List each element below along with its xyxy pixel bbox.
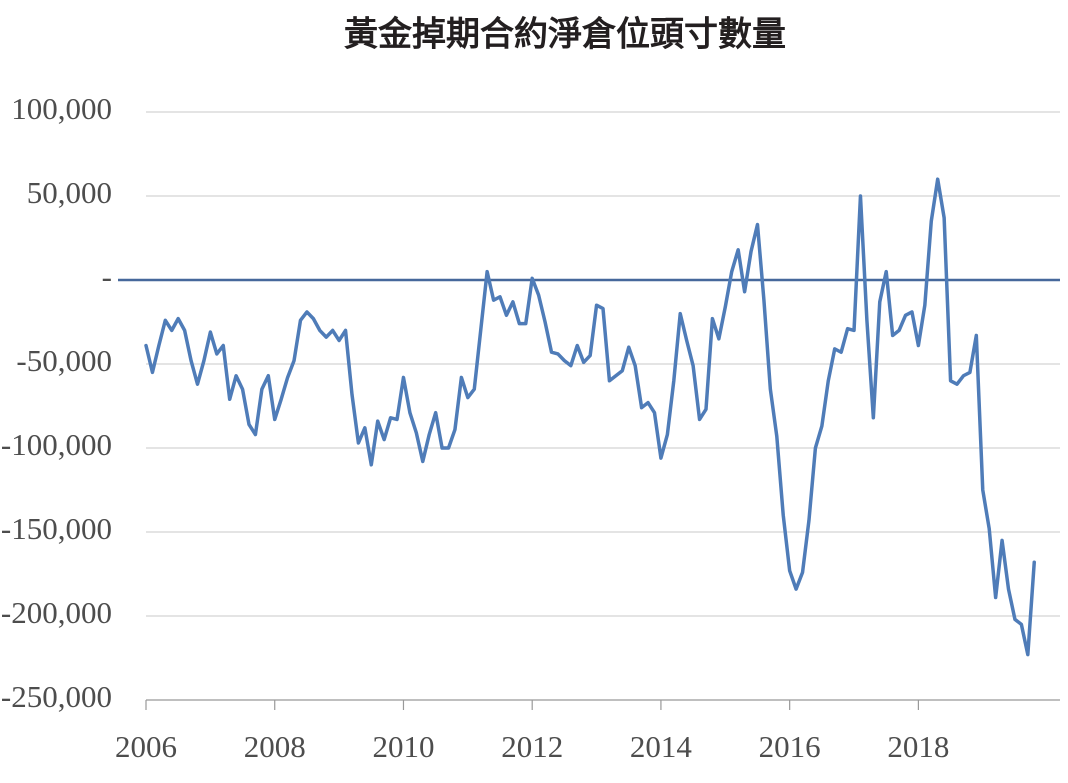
y-tick-label: 50,000 <box>27 175 112 210</box>
y-tick-label: 100,000 <box>11 91 112 126</box>
x-tick-label: 2006 <box>115 729 177 764</box>
data-line <box>144 177 1036 657</box>
y-tick-label: -50,000 <box>16 343 112 378</box>
y-tick-label: -150,000 <box>1 511 112 546</box>
x-tick-label: 2016 <box>759 729 821 764</box>
y-tick-label: -250,000 <box>1 679 112 714</box>
x-tick-label: 2010 <box>372 729 434 764</box>
y-tick-label: -100,000 <box>1 427 112 462</box>
x-tick-label: 2012 <box>501 729 563 764</box>
x-tick-label: 2014 <box>630 729 693 764</box>
y-tick-label: -200,000 <box>1 595 112 630</box>
x-tick-label: 2018 <box>887 729 949 764</box>
y-tick-label: - <box>102 259 112 294</box>
x-tick-label: 2008 <box>244 729 306 764</box>
chart-title: 黃金掉期合約淨倉位頭寸數量 <box>344 15 786 55</box>
